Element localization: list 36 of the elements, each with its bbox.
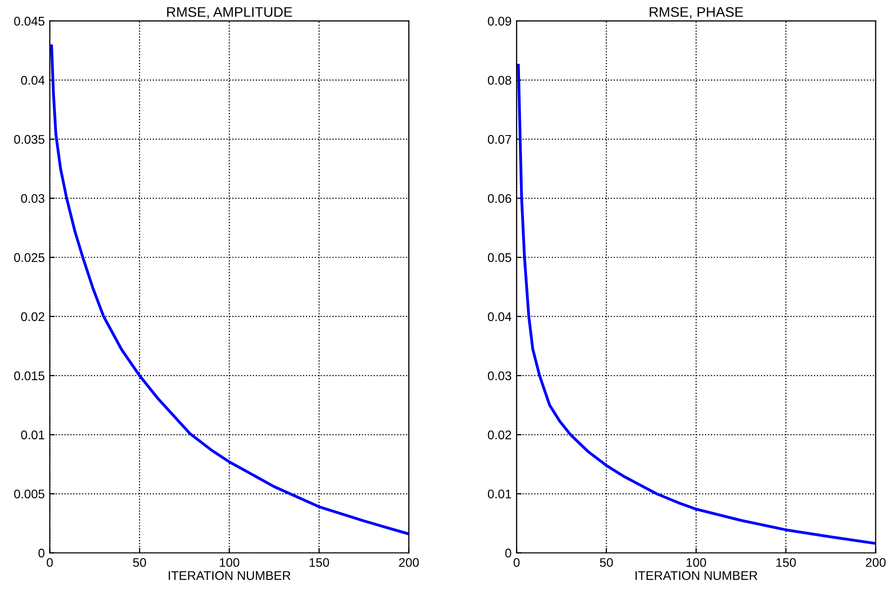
y-tick-label: 0.045: [14, 16, 44, 26]
y-tick-label: 0.09: [488, 16, 512, 26]
x-tick-label: 200: [866, 558, 886, 567]
y-tick-label: 0.025: [14, 253, 44, 262]
y-tick-label: 0.005: [14, 490, 44, 498]
y-tick-label: 0.02: [488, 430, 512, 440]
x-tick-label: 50: [133, 558, 146, 567]
y-tick-label: 0.08: [488, 76, 512, 85]
y-tick-label: 0: [505, 548, 512, 558]
x-tick-label: 0: [46, 558, 53, 567]
line-series: [50, 44, 409, 536]
chart-title: RMSE, PHASE: [650, 7, 743, 19]
x-tick-label: 200: [399, 558, 419, 567]
y-tick-label: 0.03: [488, 371, 512, 380]
y-tick-label: 0.01: [21, 430, 44, 440]
y-tick-label: 0.035: [14, 134, 44, 144]
y-tick-label: 0.02: [21, 312, 44, 322]
x-axis-title: ITERATION NUMBER: [168, 571, 290, 580]
y-tick-label: 0.04: [21, 76, 45, 85]
x-tick-label: 0: [514, 558, 520, 567]
x-tick-label: 150: [776, 558, 796, 567]
x-tick-label: 100: [686, 558, 706, 567]
y-tick-label: 0.07: [488, 134, 512, 144]
y-tick-label: 0.01: [488, 490, 512, 498]
line-series: [516, 64, 876, 545]
y-tick-label: 0.05: [488, 253, 512, 262]
y-tick-label: 0.015: [14, 371, 44, 380]
x-tick-label: 150: [310, 558, 330, 567]
y-tick-label: 0: [38, 548, 44, 558]
x-tick-label: 100: [220, 558, 240, 567]
y-tick-label: 0.04: [488, 312, 512, 322]
chart-title: RMSE, AMPLITUDE: [167, 7, 292, 19]
x-axis-title: ITERATION NUMBER: [636, 571, 758, 580]
y-tick-label: 0.06: [488, 194, 512, 203]
y-tick-label: 0.03: [21, 194, 44, 203]
x-tick-label: 50: [600, 558, 613, 567]
